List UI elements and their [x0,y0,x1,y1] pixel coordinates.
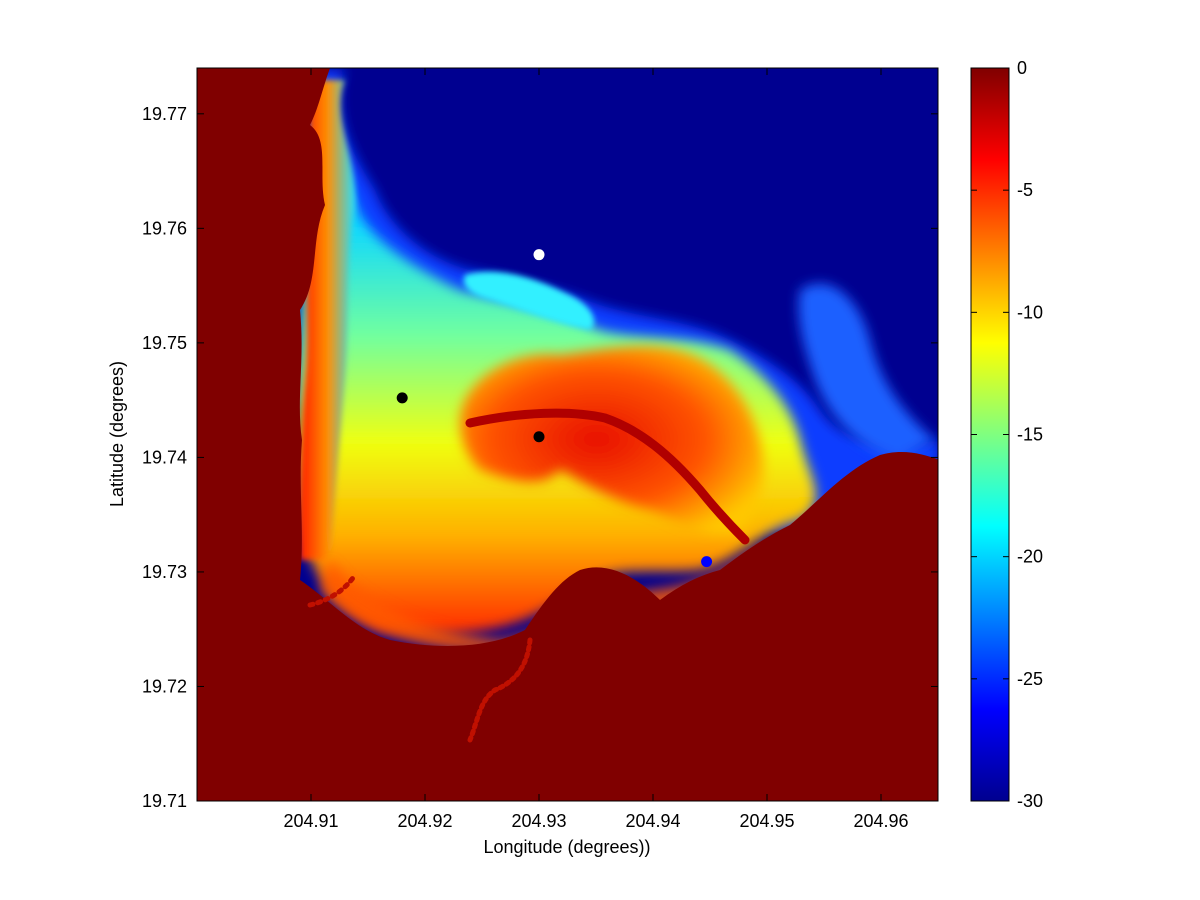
x-axis-label: Longitude (degrees)) [483,837,650,857]
colorbar-tick-label: -25 [1017,669,1043,689]
map-marker [396,392,408,404]
colorbar-tick-label: -20 [1017,547,1043,567]
x-tick-group: 204.91 204.92 204.93 204.94 204.95 204.96 [283,68,909,831]
y-tick-label: 19.74 [142,447,187,467]
y-tick-group: 19.71 19.72 19.73 19.74 19.75 19.76 19.77 [142,104,938,811]
y-tick-label: 19.73 [142,562,187,582]
x-tick-label: 204.94 [625,811,680,831]
reef-region [460,345,764,533]
y-tick-label: 19.76 [142,218,187,238]
colorbar-tick-label: -10 [1017,302,1043,322]
land-region [197,68,938,801]
x-tick-label: 204.93 [511,811,566,831]
colorbar-gradient [970,67,1010,802]
x-tick-label: 204.96 [853,811,908,831]
map-marker [533,431,545,443]
marker-group [396,249,713,568]
south-shore-band [320,545,760,653]
x-tick-label: 204.95 [739,811,794,831]
colorbar-tick-label: 0 [1017,58,1027,78]
y-axis-label: Latitude (degrees) [107,361,127,507]
x-tick-label: 204.92 [397,811,452,831]
west-shore-band [300,80,356,560]
colorbar: 0 -5 -10 -15 -20 -25 -30 [970,58,1043,811]
y-tick-label: 19.77 [142,104,187,124]
cyan-ridge [463,271,594,330]
colorbar-tick-label: -30 [1017,791,1043,811]
y-tick-label: 19.75 [142,333,187,353]
y-tick-label: 19.72 [142,676,187,696]
colorbar-tick-label: -15 [1017,425,1043,445]
blue-east-lobe [798,283,935,460]
x-tick-label: 204.91 [283,811,338,831]
y-tick-label: 19.71 [142,791,187,811]
inland-stream-south [467,637,533,743]
channel-streak [465,408,750,545]
colorbar-tick-label: -5 [1017,180,1033,200]
inland-stream [307,572,358,608]
depth-heatmap [197,68,938,801]
plot-frame [196,67,939,802]
colorbar-tick-group: 0 -5 -10 -15 -20 -25 -30 [971,58,1043,811]
map-marker [701,556,713,568]
map-axes: 204.91 204.92 204.93 204.94 204.95 204.96 19.… [107,67,939,857]
map-marker [533,249,545,261]
